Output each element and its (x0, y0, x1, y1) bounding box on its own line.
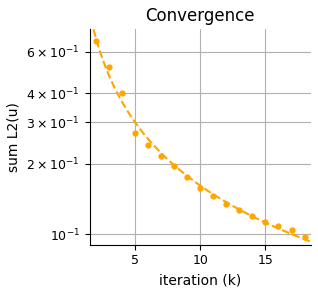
Title: Convergence: Convergence (146, 7, 255, 25)
X-axis label: iteration (k): iteration (k) (159, 273, 241, 287)
Y-axis label: sum L2(u): sum L2(u) (7, 102, 21, 172)
